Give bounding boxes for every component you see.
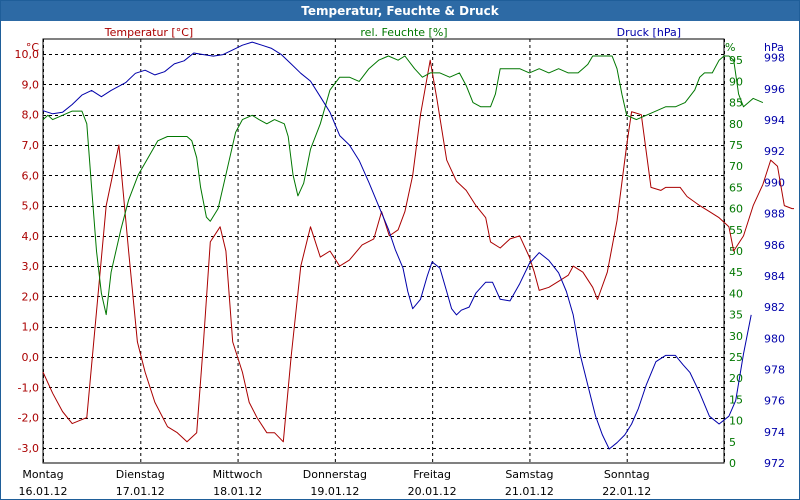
- pressure-tick-label: 974: [764, 426, 785, 439]
- pressure-tick-label: 996: [764, 83, 785, 96]
- pressure-unit: hPa: [764, 41, 784, 54]
- temperature-tick-label: 9,0: [22, 78, 40, 91]
- humidity-tick-label: 10: [729, 415, 743, 428]
- temperature-tick-label: 8,0: [22, 109, 40, 122]
- temperature-tick-label: 1,0: [22, 321, 40, 334]
- temperature-unit: °C: [26, 41, 40, 54]
- humidity-tick-label: 20: [729, 372, 743, 385]
- pressure-tick-label: 982: [764, 301, 785, 314]
- humidity-tick-label: 50: [729, 245, 743, 258]
- temperature-series-line: [42, 59, 794, 443]
- pressure-tick-label: 980: [764, 332, 785, 345]
- temperature-tick-label: 10,0: [15, 48, 40, 61]
- humidity-tick-label: 45: [729, 266, 743, 279]
- x-tick-day-label: Montag: [22, 468, 63, 481]
- humidity-tick-label: 40: [729, 287, 743, 300]
- x-tick-day-label: Freitag: [413, 468, 451, 481]
- pressure-tick-label: 990: [764, 176, 785, 189]
- humidity-tick-label: 35: [729, 309, 743, 322]
- x-tick-date-label: 17.01.12: [116, 485, 165, 498]
- temperature-tick-label: -3,0: [18, 442, 39, 455]
- x-tick-date-label: 20.01.12: [408, 485, 457, 498]
- humidity-series-line: [42, 55, 764, 316]
- humidity-tick-label: 95: [729, 54, 743, 67]
- pressure-axis-label: Druck [hPa]: [617, 26, 681, 39]
- humidity-tick-label: 0: [729, 457, 736, 470]
- humidity-tick-label: 85: [729, 97, 743, 110]
- temperature-tick-label: 7,0: [22, 139, 40, 152]
- temperature-tick-label: -1,0: [18, 381, 39, 394]
- temperature-tick-label: 6,0: [22, 169, 40, 182]
- humidity-tick-label: 25: [729, 351, 743, 364]
- x-tick-date-label: 19.01.12: [310, 485, 359, 498]
- humidity-tick-label: 60: [729, 203, 743, 216]
- humidity-tick-label: 55: [729, 224, 743, 237]
- humidity-tick-label: 70: [729, 160, 743, 173]
- pressure-tick-label: 986: [764, 239, 785, 252]
- humidity-tick-label: 30: [729, 330, 743, 343]
- chart-title: Temperatur, Feuchte & Druck: [1, 1, 799, 21]
- temperature-tick-label: 2,0: [22, 290, 40, 303]
- pressure-tick-label: 994: [764, 114, 785, 127]
- temperature-tick-label: 0,0: [22, 351, 40, 364]
- pressure-tick-label: 978: [764, 363, 785, 376]
- temperature-tick-label: -2,0: [18, 412, 39, 425]
- humidity-tick-label: 65: [729, 181, 743, 194]
- temperature-tick-label: 4,0: [22, 230, 40, 243]
- humidity-tick-label: 90: [729, 75, 743, 88]
- humidity-tick-label: 80: [729, 118, 743, 131]
- pressure-tick-label: 998: [764, 52, 785, 65]
- pressure-tick-label: 972: [764, 457, 785, 470]
- pressure-tick-label: 976: [764, 395, 785, 408]
- pressure-tick-label: 992: [764, 145, 785, 158]
- x-tick-day-label: Dienstag: [116, 468, 165, 481]
- humidity-tick-label: 5: [729, 436, 736, 449]
- plot-area: [42, 38, 725, 464]
- humidity-axis-label: rel. Feuchte [%]: [360, 26, 447, 39]
- x-tick-day-label: Samstag: [505, 468, 553, 481]
- temperature-axis-label: Temperatur [°C]: [104, 26, 193, 39]
- temperature-tick-label: 3,0: [22, 260, 40, 273]
- humidity-tick-label: 75: [729, 139, 743, 152]
- x-tick-day-label: Mittwoch: [213, 468, 263, 481]
- pressure-tick-label: 988: [764, 208, 785, 221]
- pressure-series-line: [42, 41, 752, 450]
- temperature-tick-label: 5,0: [22, 200, 40, 213]
- humidity-unit: %: [725, 41, 735, 54]
- pressure-tick-label: 984: [764, 270, 785, 283]
- x-tick-day-label: Sonntag: [604, 468, 650, 481]
- x-tick-date-label: 21.01.12: [505, 485, 554, 498]
- x-tick-date-label: 18.01.12: [213, 485, 262, 498]
- chart-canvas: -3,0 -2,0 -1,0 0,0 1,0 2,0 3,0 4,0 5,0 6,0 7,0 8,0 9…: [15, 26, 794, 498]
- x-tick-date-label: 22.01.12: [602, 485, 651, 498]
- x-tick-date-label: 16.01.12: [19, 485, 68, 498]
- x-tick-day-label: Donnerstag: [303, 468, 367, 481]
